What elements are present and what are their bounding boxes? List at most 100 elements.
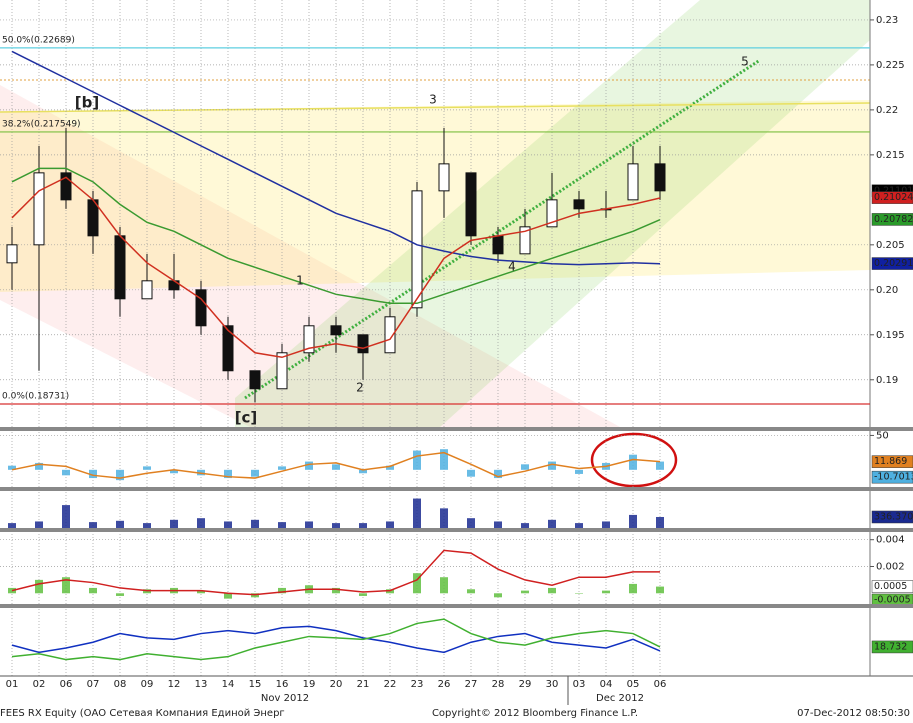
y-tick-label: 0.23 [876, 15, 898, 26]
x-tick-label: 22 [384, 679, 397, 690]
value-box-label: 0.21101 [874, 185, 913, 196]
value-box-label: 18.732 [874, 641, 907, 652]
bar [251, 519, 259, 528]
bar [656, 461, 664, 470]
yellow-channel [0, 100, 870, 292]
footer-security: FEES RX Equity (ОАО Сетевая Компания Еди… [0, 708, 285, 719]
bar [224, 469, 232, 479]
bar [656, 586, 664, 594]
bar [467, 589, 475, 594]
bar [467, 469, 475, 477]
x-tick-label: 02 [33, 679, 46, 690]
x-tick-label: 07 [87, 679, 100, 690]
y-tick-label: 0.195 [876, 330, 905, 341]
value-box [871, 191, 913, 204]
fib-label: 0.0%(0.18731) [2, 391, 69, 401]
bar [467, 518, 475, 528]
wave-label: 2 [356, 381, 364, 395]
x-tick-label: 14 [222, 679, 235, 690]
x-tick-label: 06 [60, 679, 73, 690]
bar [143, 466, 151, 470]
x-tick-label: 03 [573, 679, 586, 690]
x-tick-label: 29 [519, 679, 532, 690]
level-line [0, 102, 871, 113]
candle-body [6, 244, 18, 264]
bar [62, 469, 70, 476]
x-tick-label: 01 [6, 679, 19, 690]
value-box-label: -0.0005 [874, 594, 911, 605]
x-tick-label: 20 [330, 679, 343, 690]
bar [602, 590, 610, 594]
bar [629, 583, 637, 594]
bar [332, 464, 340, 470]
x-tick-label: 13 [195, 679, 208, 690]
value-box-label: 0.207824 [874, 214, 913, 225]
bar [62, 577, 70, 594]
period-label: Nov 2012 [261, 693, 309, 704]
series-line [11, 618, 661, 661]
value-box-label: 0.202918 [874, 258, 913, 269]
bar [278, 587, 286, 594]
candle-body [276, 352, 288, 390]
x-tick-label: 23 [411, 679, 424, 690]
bar [413, 498, 421, 528]
candle-body [357, 334, 369, 354]
y-tick-label: 0.215 [876, 150, 905, 161]
value-box [871, 510, 913, 524]
x-tick-label: 28 [492, 679, 505, 690]
x-tick-label: 26 [438, 679, 451, 690]
bar [548, 587, 556, 594]
bar [413, 450, 421, 470]
value-box [871, 640, 913, 654]
bar [305, 521, 313, 528]
candle-body [465, 172, 477, 237]
bar [413, 573, 421, 594]
x-tick-label: 08 [114, 679, 127, 690]
bar [197, 518, 205, 528]
wave-label: [c] [235, 409, 258, 427]
x-tick-label: 27 [465, 679, 478, 690]
bar [494, 469, 502, 479]
series-line [11, 167, 661, 305]
candle-body [33, 172, 45, 246]
bar [521, 523, 529, 528]
value-box [871, 455, 913, 468]
series-line [11, 549, 660, 596]
bar [197, 590, 205, 594]
bar [440, 508, 448, 528]
y-tick-label: 0.19 [876, 375, 898, 386]
bar [548, 519, 556, 528]
bar [332, 587, 340, 594]
period-label: Dec 2012 [596, 693, 644, 704]
candle-body [330, 325, 342, 336]
bar [170, 519, 178, 528]
bar [575, 469, 583, 474]
y-tick-label: 0.22 [876, 105, 898, 116]
wave-label: [b] [75, 94, 99, 112]
bar [143, 523, 151, 528]
bar [89, 469, 97, 479]
bar [629, 514, 637, 528]
x-tick-label: 12 [168, 679, 181, 690]
candle-body [222, 325, 234, 372]
candle-body [114, 235, 126, 300]
candle-body [654, 163, 666, 192]
x-tick-label: 21 [357, 679, 370, 690]
x-tick-label: 15 [249, 679, 262, 690]
x-tick-label: 09 [141, 679, 154, 690]
x-tick-label: 05 [627, 679, 640, 690]
bar [386, 465, 394, 470]
series-line [11, 50, 661, 266]
panel-separator [0, 427, 913, 431]
bar [629, 454, 637, 470]
bar [656, 516, 664, 528]
bar [332, 523, 340, 528]
candle-body [168, 280, 180, 291]
bar [359, 523, 367, 528]
fib-label: 50.0%(0.22689) [2, 35, 75, 45]
candle-body [195, 289, 207, 327]
value-box-label: 0.0005 [874, 581, 907, 592]
bar [575, 523, 583, 528]
x-tick-label: 30 [546, 679, 559, 690]
